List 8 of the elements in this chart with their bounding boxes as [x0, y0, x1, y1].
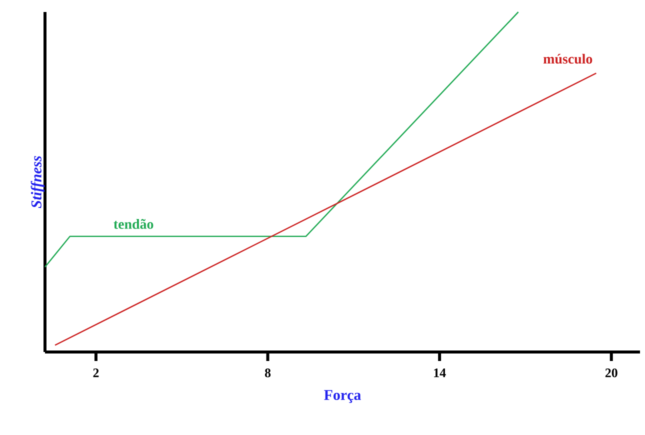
series-label: músculo: [543, 54, 592, 64]
x-tick-label: 14: [434, 368, 446, 378]
x-tick-label: 8: [264, 368, 271, 378]
y-axis-title: Stiffness: [30, 156, 44, 208]
x-tick-label: 2: [93, 368, 99, 378]
x-tick-label: 20: [605, 368, 618, 378]
series-label: tendão: [114, 219, 154, 229]
x-axis-title: Força: [324, 390, 361, 403]
